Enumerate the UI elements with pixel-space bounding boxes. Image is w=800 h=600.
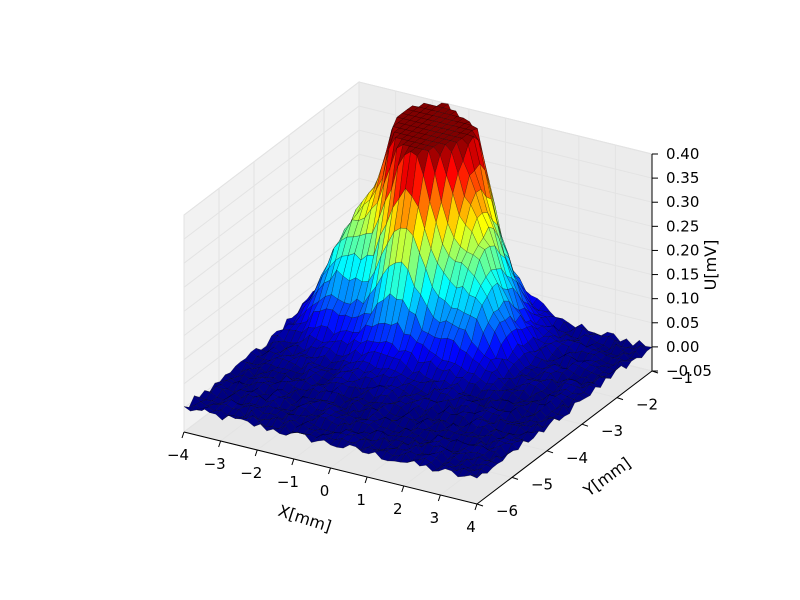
x-tick-label: −1 xyxy=(277,473,299,491)
z-grid-line xyxy=(183,177,653,312)
y-axis-line xyxy=(476,370,653,505)
x-tick xyxy=(364,476,368,484)
x-tick-label: 3 xyxy=(430,509,440,527)
z-tick-label: 0.10 xyxy=(666,290,699,308)
x-tick-label: 2 xyxy=(393,500,403,518)
x-tick-label: 4 xyxy=(466,518,476,536)
z-tick-label: 0.25 xyxy=(666,217,699,235)
surface-mesh xyxy=(183,102,653,479)
x-tick xyxy=(291,458,295,466)
y-tick-label: −6 xyxy=(496,502,518,520)
y-tick-label: −5 xyxy=(531,475,553,493)
z-grid-line xyxy=(183,105,653,240)
z-tick-label: 0.30 xyxy=(666,193,699,211)
x-tick-label: 0 xyxy=(320,482,330,500)
y-tick-label: −3 xyxy=(601,422,623,440)
z-tick-label: 0.35 xyxy=(666,169,699,187)
x-tick-label: −2 xyxy=(240,464,262,482)
z-tick-label: −0.05 xyxy=(666,362,712,380)
y-tick xyxy=(476,503,484,507)
z-tick-label: 0.00 xyxy=(666,338,699,356)
z-tick-label: 0.15 xyxy=(666,266,699,284)
z-tick-label: 0.40 xyxy=(666,145,699,163)
y-tick-label: −4 xyxy=(566,449,588,467)
x-tick xyxy=(181,431,185,439)
y-tick-label: −2 xyxy=(636,396,658,414)
x-tick xyxy=(401,485,405,493)
x-tick xyxy=(328,467,331,475)
z-tick-label: 0.05 xyxy=(666,314,699,332)
axis-lines xyxy=(181,153,659,511)
z-grid-line xyxy=(183,81,653,216)
y-tick xyxy=(511,476,519,480)
x-tick xyxy=(254,449,258,457)
tick-labels: −4 −3 −2 −1 0 1 2 3 4−6−5−4−3−2−1−0.050.000.050.… xyxy=(167,145,712,536)
x-tick-label: −4 xyxy=(167,446,189,464)
y-tick xyxy=(581,423,589,427)
z-grid-line xyxy=(183,153,653,288)
x-axis-title: X[mm] xyxy=(276,501,334,536)
surface-patch xyxy=(470,473,483,479)
z-grid-line xyxy=(183,129,653,264)
y-tick xyxy=(546,450,554,454)
y-tick xyxy=(616,397,624,401)
x-tick xyxy=(437,494,441,502)
x-tick-label: 1 xyxy=(356,491,366,509)
x-tick xyxy=(474,503,478,511)
z-tick-label: 0.20 xyxy=(666,241,699,259)
z-axis-title: U[mV] xyxy=(701,240,720,291)
x-tick xyxy=(218,440,222,448)
z-grid-line xyxy=(183,202,653,336)
x-tick-label: −3 xyxy=(204,455,226,473)
y-tick-label: −1 xyxy=(671,369,693,387)
